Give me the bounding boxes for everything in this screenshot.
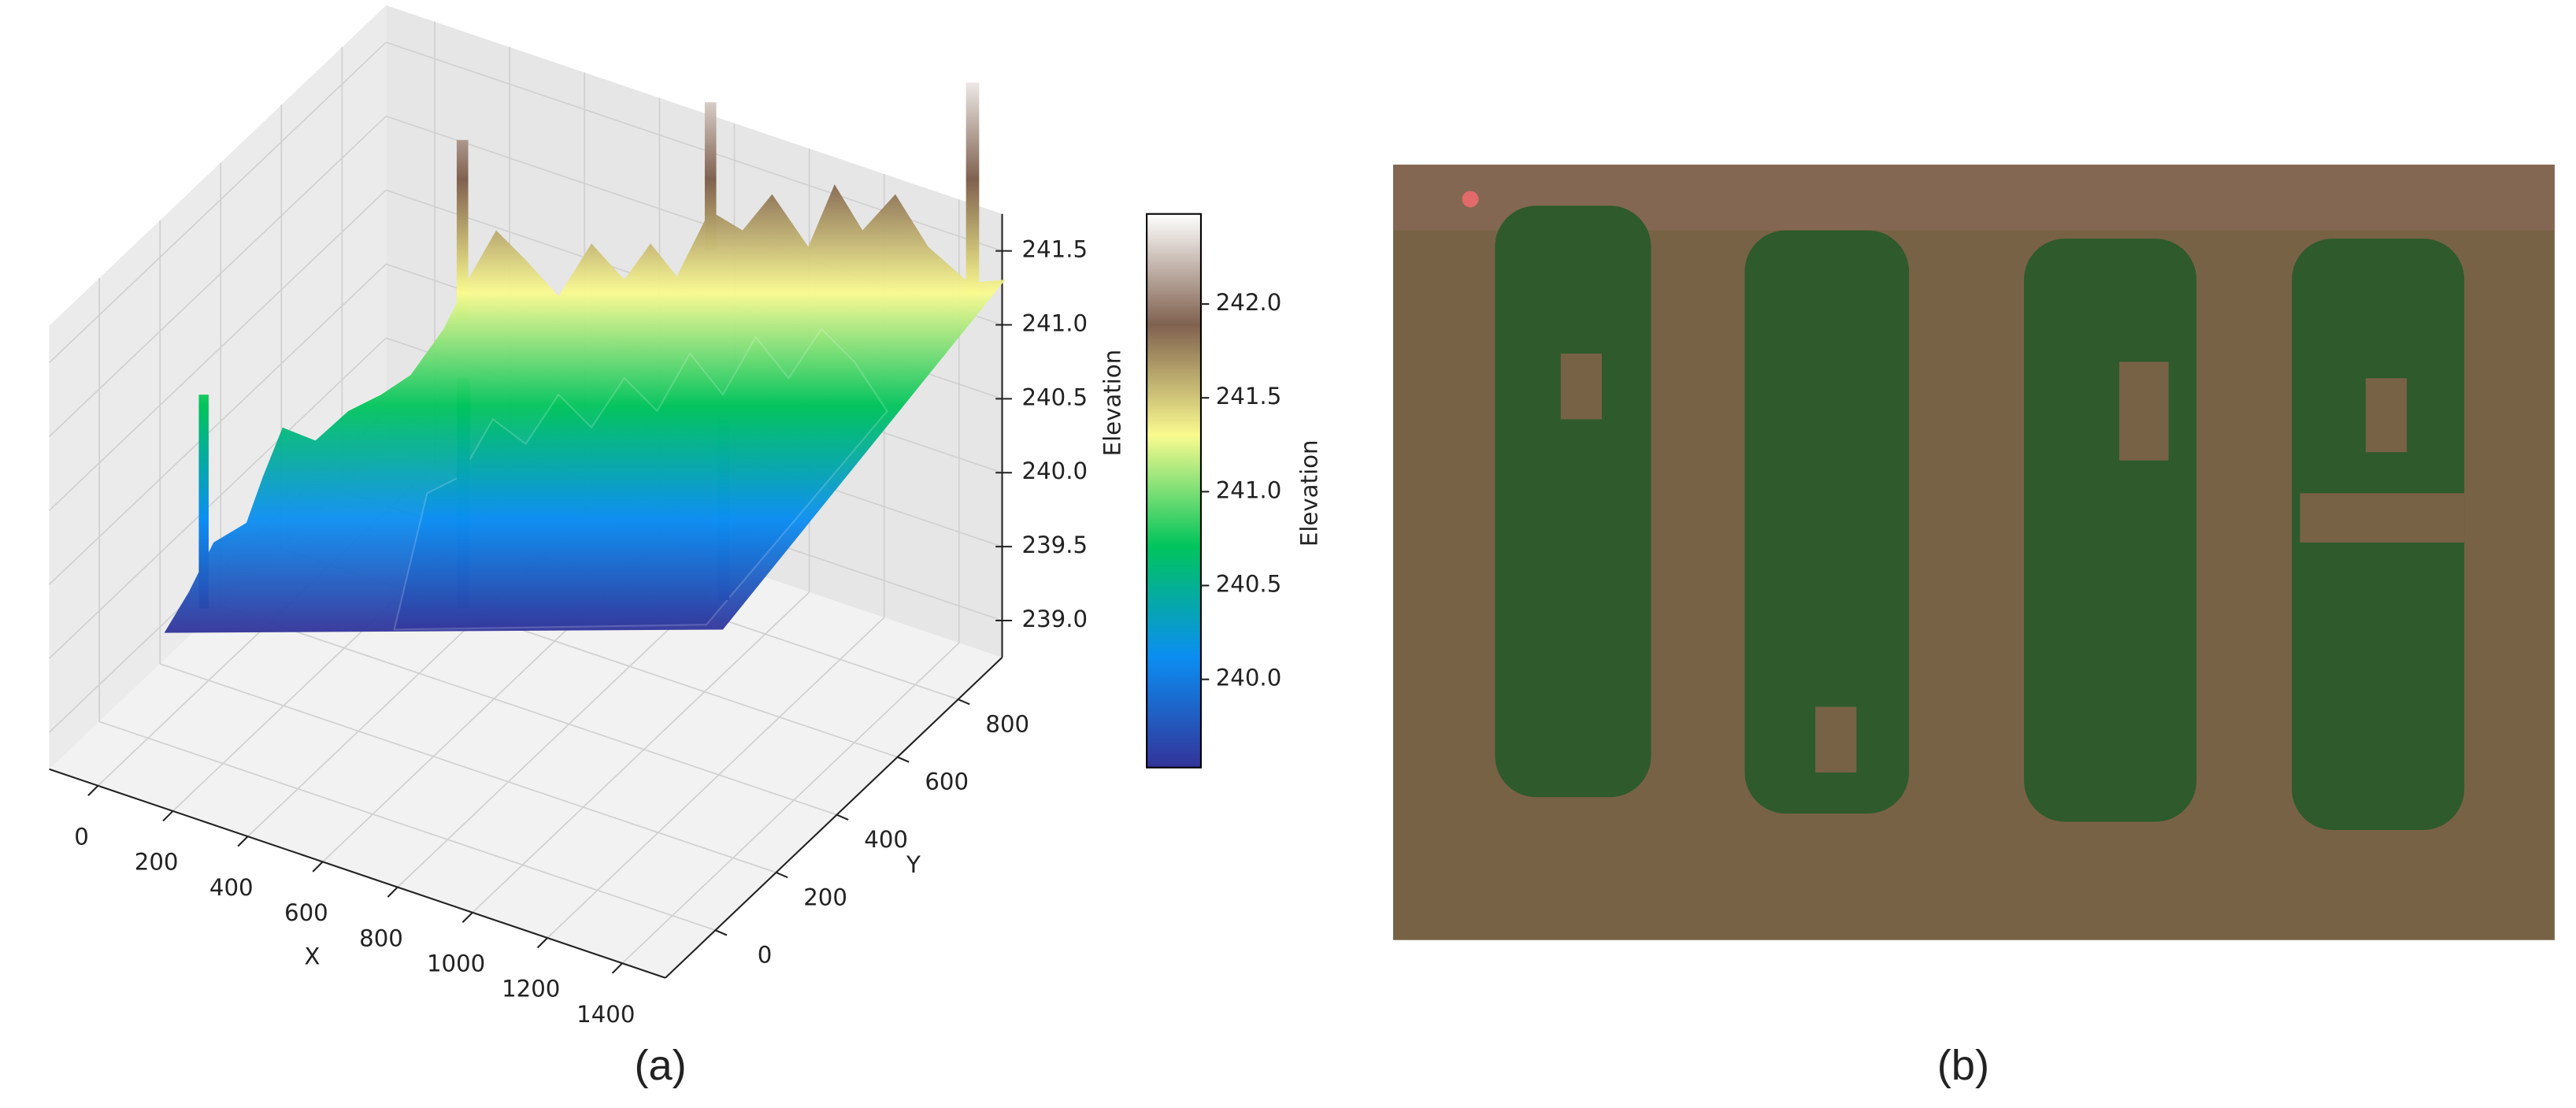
- spike: [966, 82, 980, 296]
- y-tick-label: 800: [985, 710, 1029, 737]
- spike: [456, 139, 469, 321]
- colorbar-tick-label: 242.0: [1216, 289, 1282, 316]
- surface-body: [164, 184, 1006, 633]
- x-tick-label: 1200: [502, 976, 560, 1002]
- grid-line: [621, 642, 960, 964]
- z-axis-label: Elevation: [1099, 350, 1125, 457]
- axis-line: [49, 768, 666, 979]
- z-tick-label: 241.0: [1022, 309, 1088, 336]
- x-tick-label: 600: [284, 899, 328, 926]
- colorbar-tick-label: 241.5: [1216, 383, 1282, 409]
- colorbar-tick-label: 240.5: [1216, 571, 1282, 598]
- marker: [1462, 191, 1479, 208]
- tick-mark: [776, 871, 788, 879]
- surface-ridge: [393, 328, 888, 631]
- tick-mark: [958, 699, 970, 706]
- tree-gaps: [1560, 353, 2465, 773]
- y-tick-label: 200: [803, 884, 847, 910]
- colorbar-tick-label: 240.0: [1216, 665, 1282, 691]
- tick-mark: [836, 813, 849, 821]
- tick-mark: [87, 784, 99, 796]
- colorbar: 240.0 240.5 241.0 241.5 242.0 Elevation: [1146, 213, 1323, 769]
- grid-line: [98, 721, 716, 932]
- tick-mark: [897, 756, 910, 763]
- grid-line: [49, 263, 387, 585]
- spike: [456, 378, 470, 609]
- z-tick-label: 241.5: [1022, 236, 1088, 263]
- x-tick-label: 1400: [576, 1001, 635, 1028]
- grid-line: [49, 337, 387, 659]
- y-axis-label: Y: [906, 851, 921, 878]
- grid-line: [49, 42, 387, 364]
- axis-line: [665, 657, 1003, 979]
- spike: [704, 102, 717, 250]
- z-tick-label: 240.5: [1022, 384, 1088, 410]
- y-tick-label: 600: [925, 769, 969, 795]
- grid-line: [547, 617, 885, 939]
- z-tick-label: 240.0: [1022, 458, 1088, 484]
- grid-line: [220, 605, 837, 816]
- x-tick-label: 0: [74, 823, 89, 850]
- spike: [717, 419, 730, 600]
- grid-line: [49, 115, 387, 437]
- z-tick-label: 239.0: [1022, 606, 1088, 632]
- z-tick-label: 239.5: [1022, 532, 1088, 558]
- spike: [198, 395, 209, 609]
- colorbar-tick-label: 241.0: [1216, 476, 1282, 503]
- tick-mark: [536, 937, 548, 949]
- x-tick-label: 200: [135, 849, 179, 876]
- grid-line: [49, 189, 387, 511]
- tick-mark: [461, 912, 473, 924]
- caption: (b): [1937, 1042, 1989, 1089]
- tick-mark: [312, 861, 324, 873]
- tick-mark: [611, 962, 623, 974]
- tick-mark: [387, 886, 398, 898]
- y-tick-label: 400: [864, 826, 908, 853]
- x-axis-label: X: [304, 943, 320, 970]
- photo: [1393, 165, 2555, 940]
- x-tick-label: 400: [209, 874, 254, 901]
- tick-mark: [715, 929, 728, 936]
- surface: [164, 82, 1006, 633]
- caption: (a): [634, 1042, 686, 1089]
- grid-line: [159, 663, 777, 873]
- colorbar-bar: [1146, 213, 1202, 769]
- colorbar-label: Elevation: [1296, 440, 1323, 547]
- grid-line: [472, 591, 810, 913]
- tick-mark: [162, 810, 174, 822]
- tick-mark: [237, 836, 249, 847]
- x-tick-label: 1000: [427, 951, 485, 977]
- x-tick-label: 800: [359, 925, 403, 951]
- y-tick-label: 0: [758, 942, 773, 969]
